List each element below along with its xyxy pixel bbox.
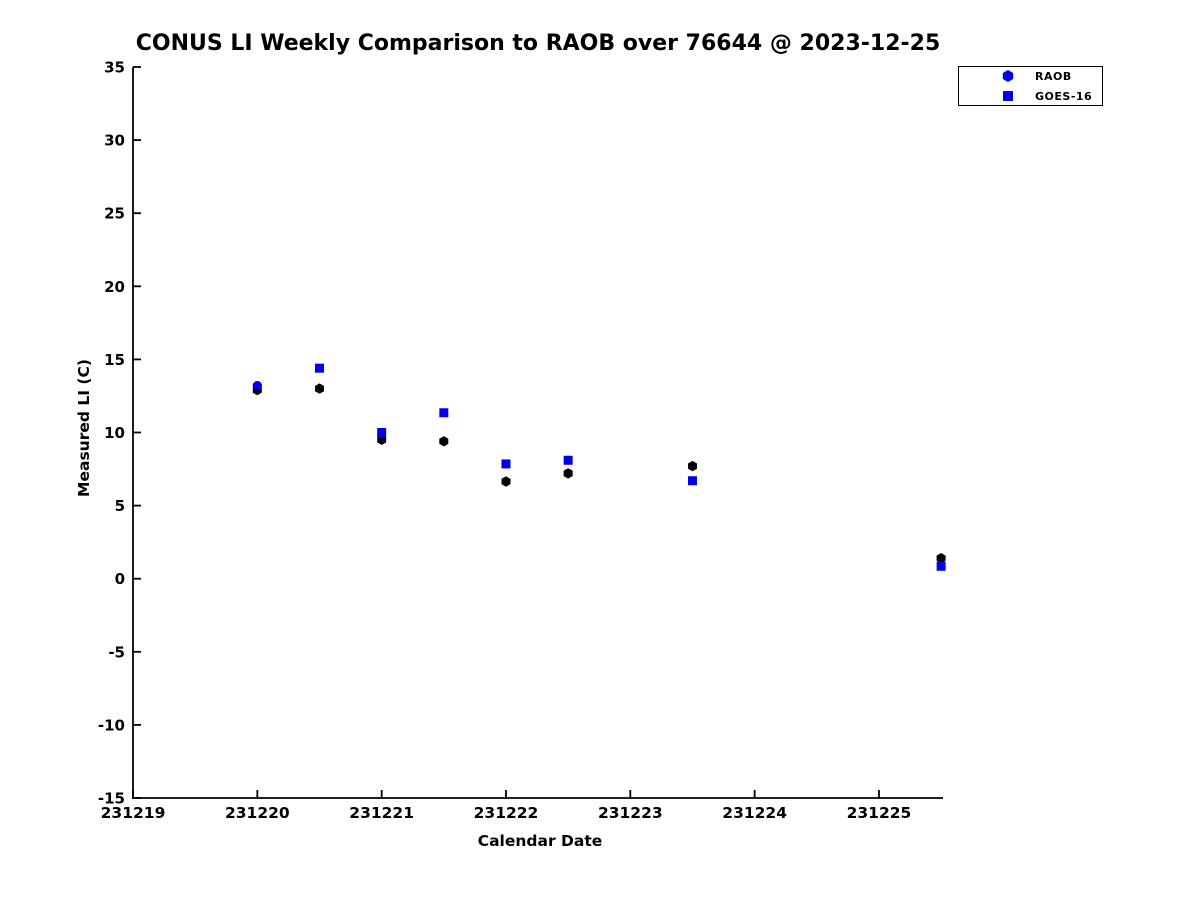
GOES-16-point-marker	[563, 455, 573, 465]
legend: RAOB GOES-16	[958, 66, 1103, 106]
y-tick-label: 25	[104, 205, 125, 223]
GOES-16-point-marker	[501, 459, 511, 469]
y-axis-label: Measured LI (C)	[75, 359, 93, 497]
GOES-16-point-marker	[439, 408, 449, 418]
legend-label-raob: RAOB	[1035, 69, 1072, 83]
unlabeled-black-hexagon-point-marker	[439, 436, 449, 447]
y-tick-label: 30	[104, 132, 125, 150]
unlabeled-black-hexagon-point-marker	[563, 468, 573, 479]
GOES-16-point-marker	[314, 363, 324, 373]
RAOB-point-marker	[252, 381, 263, 391]
unlabeled-black-hexagon-point-marker	[315, 383, 324, 394]
legend-label-goes16: GOES-16	[1035, 89, 1093, 103]
GOES-16-point-marker	[687, 476, 697, 486]
y-tick-label: -15	[98, 790, 125, 808]
raob-legend-marker-icon	[1002, 70, 1014, 82]
y-tick-label: 10	[104, 424, 125, 442]
legend-row-goes16: GOES-16	[959, 87, 1102, 105]
unlabeled-black-hexagon-point-marker	[501, 476, 511, 487]
y-tick-label: 0	[115, 570, 125, 588]
unlabeled-black-hexagon-point-marker	[377, 434, 387, 445]
x-tick-label: 231224	[722, 804, 787, 822]
goes16-legend-marker-icon	[1003, 91, 1013, 101]
chart-title: CONUS LI Weekly Comparison to RAOB over …	[135, 31, 941, 56]
y-tick-label: 15	[104, 351, 125, 369]
unlabeled-black-hexagon-point-marker	[936, 553, 946, 564]
x-axis-label: Calendar Date	[477, 832, 603, 850]
unlabeled-black-hexagon-point-marker	[688, 460, 697, 472]
y-tick-label: 20	[104, 278, 125, 296]
x-tick-label: 231221	[349, 804, 414, 822]
y-tick-label: 35	[104, 59, 125, 77]
y-tick-label: -10	[98, 716, 125, 734]
y-tick-label: -5	[108, 643, 125, 661]
y-tick-label: 5	[115, 497, 125, 515]
x-tick-label: 231225	[847, 804, 912, 822]
legend-row-raob: RAOB	[959, 67, 1102, 85]
GOES-16-point-marker	[936, 561, 946, 571]
x-tick-label: 231219	[101, 804, 166, 822]
x-tick-label: 231222	[474, 804, 539, 822]
x-tick-label: 231223	[598, 804, 663, 822]
x-tick-label: 231220	[225, 804, 290, 822]
GOES-16-point-marker	[377, 428, 387, 437]
